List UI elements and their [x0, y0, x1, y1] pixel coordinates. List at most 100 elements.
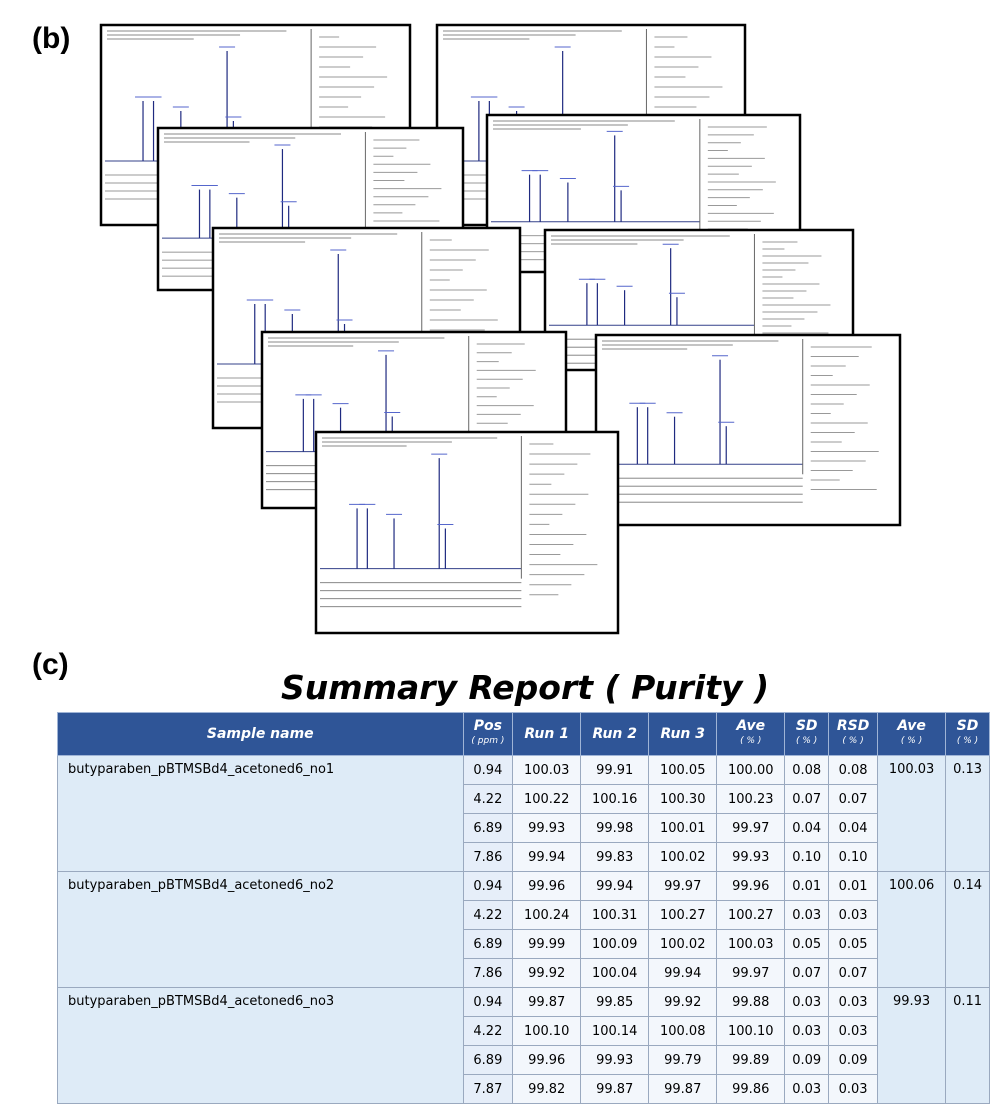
cell: 0.94	[462, 987, 514, 1017]
cell: 99.92	[512, 958, 582, 988]
panel-label: (b)	[32, 22, 71, 55]
cell: 100.03	[716, 929, 786, 959]
cell: 99.83	[580, 842, 650, 872]
screenshot-frame	[314, 430, 620, 635]
table-row: 7.86 99.92 100.04 99.94 99.97 0.07 0.07	[58, 958, 990, 988]
header-label: Ave	[897, 718, 926, 734]
cell: 0.07	[828, 958, 879, 988]
header-label: SD	[795, 718, 818, 734]
column-header: SD ( % )	[945, 712, 990, 756]
cell: 0.07	[784, 784, 830, 814]
header-unit: ( % )	[956, 736, 979, 746]
cell: 4.22	[462, 784, 514, 814]
cell: 100.00	[716, 755, 786, 785]
cell: 0.03	[828, 1074, 879, 1104]
cell: 100.16	[580, 784, 650, 814]
group-ave: 100.06	[877, 871, 947, 988]
cell: 99.87	[512, 987, 582, 1017]
panel-label: (c)	[32, 648, 69, 681]
cell: 100.09	[580, 929, 650, 959]
cell: 99.87	[580, 1074, 650, 1104]
header-unit: ( % )	[900, 736, 923, 746]
header-label: Run 3	[660, 725, 706, 742]
table-row: 4.22 100.10 100.14 100.08 100.10 0.03 0.03	[58, 1016, 990, 1046]
cell: 99.93	[716, 842, 786, 872]
header-label: SD	[956, 718, 979, 734]
table-row: butyparaben_pBTMSBd4_acetoned6_no2 0.94 99…	[57, 871, 990, 988]
cell: 0.01	[784, 871, 830, 901]
group-ave: 100.03	[877, 755, 947, 872]
cell: 4.22	[462, 1016, 514, 1046]
header-unit: ( % )	[842, 736, 864, 746]
cell: 99.97	[716, 958, 786, 988]
cell: 100.23	[716, 784, 786, 814]
cell: 99.82	[512, 1074, 582, 1104]
cell: 99.97	[648, 871, 718, 901]
cell: 6.89	[462, 813, 514, 843]
cell: 0.04	[784, 813, 830, 843]
cell: 0.09	[784, 1045, 830, 1075]
column-header: Run 3	[648, 712, 718, 756]
cell: 0.03	[828, 900, 879, 930]
cell: 99.89	[716, 1045, 786, 1075]
cell: 99.96	[512, 871, 582, 901]
header-unit: ( ppm )	[471, 736, 505, 746]
cell: 0.03	[784, 1016, 830, 1046]
cell: 100.05	[648, 755, 718, 785]
group-ave: 99.93	[877, 987, 947, 1104]
cell: 99.98	[580, 813, 650, 843]
cell: 0.10	[828, 842, 879, 872]
cell: 99.94	[580, 871, 650, 901]
cell: 6.89	[462, 929, 514, 959]
cell: 99.91	[580, 755, 650, 785]
cell: 0.03	[828, 1016, 879, 1046]
cell: 0.01	[828, 871, 879, 901]
cell: 99.92	[648, 987, 718, 1017]
column-header: Run 1	[512, 712, 582, 756]
column-header: RSD ( % )	[828, 712, 879, 756]
cell: 7.87	[462, 1074, 514, 1104]
cell: 100.31	[580, 900, 650, 930]
column-header: Pos ( ppm )	[462, 712, 514, 756]
cell: 99.94	[648, 958, 718, 988]
group-sd: 0.14	[945, 871, 990, 988]
cell: 0.05	[784, 929, 830, 959]
cell: 100.10	[716, 1016, 786, 1046]
cell: 99.99	[512, 929, 582, 959]
column-header: Ave ( % )	[877, 712, 947, 756]
cell: 4.22	[462, 900, 514, 930]
report-title: Summary Report ( Purity )	[280, 668, 770, 707]
header-label: Ave	[736, 718, 766, 734]
cell: 99.85	[580, 987, 650, 1017]
screenshot-frame	[594, 333, 902, 527]
summary-table: Sample name Pos ( ppm ) Run 1 Run 2 Run 3 Ave (…	[57, 712, 990, 1104]
cell: 0.03	[784, 987, 830, 1017]
cell: 0.08	[828, 755, 879, 785]
header-label: Sample name	[206, 725, 314, 742]
header-unit: ( % )	[796, 736, 818, 746]
cell: 100.01	[648, 813, 718, 843]
cell: 99.96	[716, 871, 786, 901]
table-row: 4.22 100.22 100.16 100.30 100.23 0.07 0.07	[58, 784, 990, 814]
header-label: Pos	[473, 718, 502, 734]
sample-name: butyparaben_pBTMSBd4_acetoned6_no2	[57, 871, 464, 988]
sample-name: butyparaben_pBTMSBd4_acetoned6_no1	[57, 755, 464, 872]
cell: 99.97	[716, 813, 786, 843]
cell: 0.09	[828, 1045, 879, 1075]
cell: 6.89	[462, 1045, 514, 1075]
header-unit: ( % )	[740, 736, 762, 746]
cell: 100.24	[512, 900, 582, 930]
cell: 0.08	[784, 755, 830, 785]
table-row: 4.22 100.24 100.31 100.27 100.27 0.03 0.03	[58, 900, 990, 930]
cell: 100.27	[648, 900, 718, 930]
table-row: 6.89 99.93 99.98 100.01 99.97 0.04 0.04	[58, 813, 990, 843]
cell: 100.04	[580, 958, 650, 988]
cell: 0.05	[828, 929, 879, 959]
cell: 100.14	[580, 1016, 650, 1046]
cell: 99.86	[716, 1074, 786, 1104]
table-row: 7.86 99.94 99.83 100.02 99.93 0.10 0.10	[58, 842, 990, 872]
cell: 0.94	[462, 871, 514, 901]
group-sd: 0.13	[945, 755, 990, 872]
cell: 99.88	[716, 987, 786, 1017]
